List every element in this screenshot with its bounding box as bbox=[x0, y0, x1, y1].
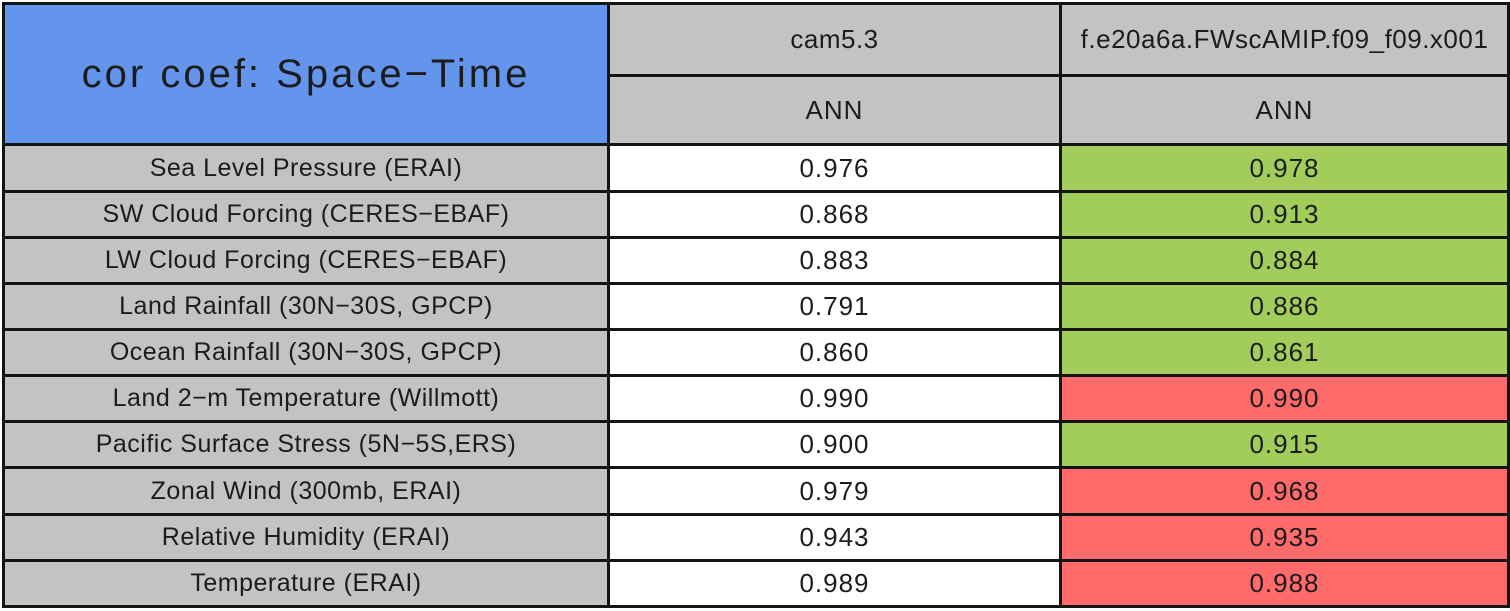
table-row: Zonal Wind (300mb, ERAI) 0.979 0.968 bbox=[2, 466, 1510, 516]
variable-label: Relative Humidity (ERAI) bbox=[2, 512, 610, 562]
experiment-value: 0.886 bbox=[1059, 281, 1510, 332]
header-row-models: cor coef: Space−Time cam5.3 f.e20a6a.FWs… bbox=[2, 1, 1510, 147]
table-row: Sea Level Pressure (ERAI) 0.976 0.978 bbox=[2, 143, 1510, 193]
experiment-value: 0.915 bbox=[1059, 420, 1510, 470]
table-row: Land Rainfall (30N−30S, GPCP) 0.791 0.88… bbox=[2, 281, 1510, 332]
variable-label: Pacific Surface Stress (5N−5S,ERS) bbox=[2, 420, 610, 470]
experiment-value: 0.861 bbox=[1059, 328, 1510, 378]
table-row: SW Cloud Forcing (CERES−EBAF) 0.868 0.91… bbox=[2, 189, 1510, 239]
table-row: Ocean Rainfall (30N−30S, GPCP) 0.860 0.8… bbox=[2, 328, 1510, 378]
variable-label: SW Cloud Forcing (CERES−EBAF) bbox=[2, 189, 610, 239]
experiment-value: 0.990 bbox=[1059, 374, 1510, 424]
control-value: 0.900 bbox=[607, 420, 1062, 470]
control-value: 0.989 bbox=[607, 558, 1062, 609]
experiment-value: 0.913 bbox=[1059, 189, 1510, 239]
season-header-experiment: ANN bbox=[1059, 74, 1510, 147]
table-row: Pacific Surface Stress (5N−5S,ERS) 0.900… bbox=[2, 420, 1510, 470]
header-row-seasons: ANN ANN bbox=[4, 74, 1510, 147]
variable-label: Temperature (ERAI) bbox=[2, 558, 610, 609]
variable-label: Zonal Wind (300mb, ERAI) bbox=[2, 466, 610, 516]
experiment-value: 0.935 bbox=[1059, 512, 1510, 562]
control-value: 0.883 bbox=[607, 235, 1062, 285]
experiment-value: 0.884 bbox=[1059, 235, 1510, 285]
control-value: 0.943 bbox=[607, 512, 1062, 562]
table-row: Land 2−m Temperature (Willmott) 0.990 0.… bbox=[2, 374, 1510, 424]
variable-label: Land Rainfall (30N−30S, GPCP) bbox=[2, 281, 610, 332]
table-row: LW Cloud Forcing (CERES−EBAF) 0.883 0.88… bbox=[2, 235, 1510, 285]
experiment-value: 0.978 bbox=[1059, 143, 1510, 193]
variable-label: Sea Level Pressure (ERAI) bbox=[2, 143, 610, 193]
control-value: 0.791 bbox=[607, 281, 1062, 332]
table-row: Temperature (ERAI) 0.989 0.988 bbox=[2, 558, 1510, 609]
control-value: 0.976 bbox=[607, 143, 1062, 193]
experiment-value: 0.968 bbox=[1059, 466, 1510, 516]
model-header-control: cam5.3 bbox=[607, 1, 1062, 78]
table-row: Relative Humidity (ERAI) 0.943 0.935 bbox=[2, 512, 1510, 562]
model-header-experiment: f.e20a6a.FWscAMIP.f09_f09.x001 bbox=[1059, 1, 1510, 78]
season-header-control: ANN bbox=[607, 74, 1062, 147]
variable-label: Land 2−m Temperature (Willmott) bbox=[2, 374, 610, 424]
experiment-value: 0.988 bbox=[1059, 558, 1510, 609]
variable-label: Ocean Rainfall (30N−30S, GPCP) bbox=[2, 328, 610, 378]
control-value: 0.990 bbox=[607, 374, 1062, 424]
table-title: cor coef: Space−Time bbox=[2, 1, 610, 147]
control-value: 0.868 bbox=[607, 189, 1062, 239]
control-value: 0.860 bbox=[607, 328, 1062, 378]
control-value: 0.979 bbox=[607, 466, 1062, 516]
variable-label: LW Cloud Forcing (CERES−EBAF) bbox=[2, 235, 610, 285]
